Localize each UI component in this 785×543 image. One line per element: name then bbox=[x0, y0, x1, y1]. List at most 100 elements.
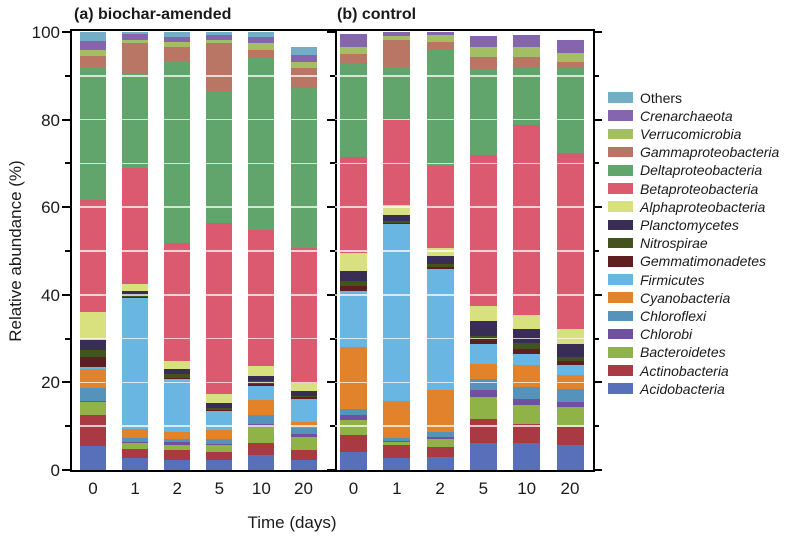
legend-swatch-bacteroidetes bbox=[608, 347, 633, 358]
bar-segment-chloroflexi bbox=[513, 386, 541, 399]
stacked-bar-day-10 bbox=[248, 32, 275, 470]
bar-segment-verrucomicrobia bbox=[206, 39, 233, 44]
y-axis-title: Relative abundance (%) bbox=[6, 160, 25, 342]
bar-segment-cyanobacteria bbox=[206, 430, 233, 439]
bar-segment-bacteroidetes bbox=[556, 406, 584, 427]
bar-segment-deltaproteobacteria bbox=[122, 74, 149, 169]
bar-segment-deltaproteobacteria bbox=[426, 50, 454, 167]
bar-segment-verrucomicrobia bbox=[122, 39, 149, 44]
bar-segment-acidobacteria bbox=[206, 459, 233, 470]
bar-segment-cyanobacteria bbox=[290, 421, 317, 429]
legend-item-chloroflexi: Chloroflexi bbox=[608, 308, 706, 323]
bar-segment-crenarchaeota bbox=[164, 36, 191, 42]
bar-segment-acidobacteria bbox=[80, 445, 106, 470]
bar-segment-actinobacteria bbox=[556, 426, 584, 446]
bar-segment-firmicutes bbox=[290, 398, 317, 422]
legend-label: Actinobacteria bbox=[640, 362, 729, 379]
y-tick-label-0: 0 bbox=[50, 461, 60, 480]
legend-swatch-betaproteobacteria bbox=[608, 183, 633, 194]
bar-segment-deltaproteobacteria bbox=[469, 68, 497, 155]
legend-item-betaproteobacteria: Betaproteobacteria bbox=[608, 181, 758, 196]
legend-label: Chlorobi bbox=[640, 326, 693, 343]
bar-segment-crenarchaeota bbox=[206, 35, 233, 40]
bar-segment-chloroflexi bbox=[248, 415, 275, 424]
bar-segment-bacteroidetes bbox=[469, 396, 497, 419]
bar-segment-actinobacteria bbox=[248, 443, 275, 456]
x-tick-label-2: 2 bbox=[435, 479, 445, 498]
bar-segment-firmicutes bbox=[122, 297, 149, 430]
bar-segment-bacteroidetes bbox=[206, 445, 233, 452]
bar-segment-betaproteobacteria bbox=[340, 156, 367, 253]
bar-segment-gammaproteobacteria bbox=[164, 47, 191, 61]
legend-label: Firmicutes bbox=[640, 271, 705, 288]
bar-segment-firmicutes bbox=[556, 365, 584, 376]
bar-segment-chloroflexi bbox=[122, 437, 149, 443]
legend-label: Verrucomicrobia bbox=[640, 125, 742, 142]
bar-segment-deltaproteobacteria bbox=[340, 62, 367, 157]
bar-segment-acidobacteria bbox=[290, 459, 317, 470]
bar-segment-acidobacteria bbox=[469, 443, 497, 470]
right-minor-tick-70 bbox=[595, 162, 599, 165]
bar-segment-cyanobacteria bbox=[426, 390, 454, 432]
x-tick-label-10: 10 bbox=[251, 479, 271, 498]
legend-swatch-planctomycetes bbox=[608, 219, 633, 231]
bar-segment-actinobacteria bbox=[290, 450, 317, 460]
legend-swatch-firmicutes bbox=[608, 274, 633, 285]
legend-label: Others bbox=[640, 89, 683, 106]
legend-item-chlorobi: Chlorobi bbox=[608, 327, 692, 342]
bar-segment-alphaproteobacteria bbox=[248, 365, 275, 376]
legend-label: Betaproteobacteria bbox=[640, 180, 759, 197]
stacked-bar-day-10 bbox=[513, 35, 541, 470]
y-major-tick-20 bbox=[62, 381, 70, 384]
bar-segment-nitrospirae bbox=[122, 295, 149, 297]
bar-segment-nitrospirae bbox=[290, 396, 317, 398]
bar-segment-deltaproteobacteria bbox=[513, 68, 541, 125]
bar-segment-bacteroidetes bbox=[122, 443, 149, 449]
bar-segment-acidobacteria bbox=[556, 445, 584, 470]
divider-minor-tick-70 bbox=[330, 162, 335, 165]
bar-segment-gemmatimonadetes bbox=[556, 360, 584, 366]
bar-segment-chloroflexi bbox=[340, 408, 367, 416]
legend-item-deltaproteobacteria: Deltaproteobacteria bbox=[608, 163, 762, 178]
bar-segment-planctomycetes bbox=[340, 270, 367, 281]
bar-segment-actinobacteria bbox=[340, 434, 367, 452]
bar-segment-gammaproteobacteria bbox=[383, 40, 411, 67]
stacked-bar-day-0 bbox=[80, 32, 106, 470]
x-tick-label-0: 0 bbox=[348, 479, 359, 498]
bar-segment-gemmatimonadetes bbox=[513, 348, 541, 354]
legend-label: Gemmatimonadetes bbox=[640, 253, 767, 270]
legend-swatch-chloroflexi bbox=[608, 310, 633, 322]
bar-segment-actinobacteria bbox=[513, 423, 541, 444]
legend-swatch-nitrospirae bbox=[608, 237, 633, 249]
bar-segment-gemmatimonadetes bbox=[426, 267, 454, 269]
bar-segment-acidobacteria bbox=[383, 458, 411, 470]
legend-label: Deltaproteobacteria bbox=[640, 162, 763, 179]
legend-label: Nitrospirae bbox=[640, 235, 708, 252]
legend-label: Acidobacteria bbox=[640, 380, 725, 397]
legend-label: Gammaproteobacteria bbox=[640, 144, 780, 161]
bar-segment-cyanobacteria bbox=[248, 400, 275, 416]
y-minor-tick-30 bbox=[65, 337, 70, 340]
y-tick-label-100: 100 bbox=[31, 23, 60, 42]
legend-item-gammaproteobacteria: Gammaproteobacteria bbox=[608, 145, 779, 160]
bar-segment-acidobacteria bbox=[248, 455, 275, 470]
stacked-bar-day-2 bbox=[426, 32, 454, 470]
bar-segment-actinobacteria bbox=[469, 418, 497, 444]
bar-segment-bacteroidetes bbox=[248, 426, 275, 444]
right-minor-tick-90 bbox=[595, 74, 599, 77]
bar-segment-verrucomicrobia bbox=[80, 49, 106, 57]
bar-segment-alphaproteobacteria bbox=[556, 329, 584, 344]
bar-segment-bacteroidetes bbox=[340, 420, 367, 435]
bar-segment-gemmatimonadetes bbox=[206, 410, 233, 411]
legend-item-planctomycetes: Planctomycetes bbox=[608, 217, 739, 232]
bar-segment-deltaproteobacteria bbox=[556, 68, 584, 153]
right-minor-tick-50 bbox=[595, 250, 599, 252]
x-tick-label-5: 5 bbox=[214, 479, 225, 498]
legend-item-acidobacteria: Acidobacteria bbox=[608, 381, 725, 396]
bar-segment-gemmatimonadetes bbox=[80, 356, 106, 367]
bar-segment-alphaproteobacteria bbox=[290, 382, 317, 392]
bar-segment-chlorobi bbox=[469, 390, 497, 397]
bar-segment-gemmatimonadetes bbox=[469, 339, 497, 344]
bar-segment-crenarchaeota bbox=[556, 40, 584, 54]
bar-segment-chlorobi bbox=[290, 433, 317, 437]
